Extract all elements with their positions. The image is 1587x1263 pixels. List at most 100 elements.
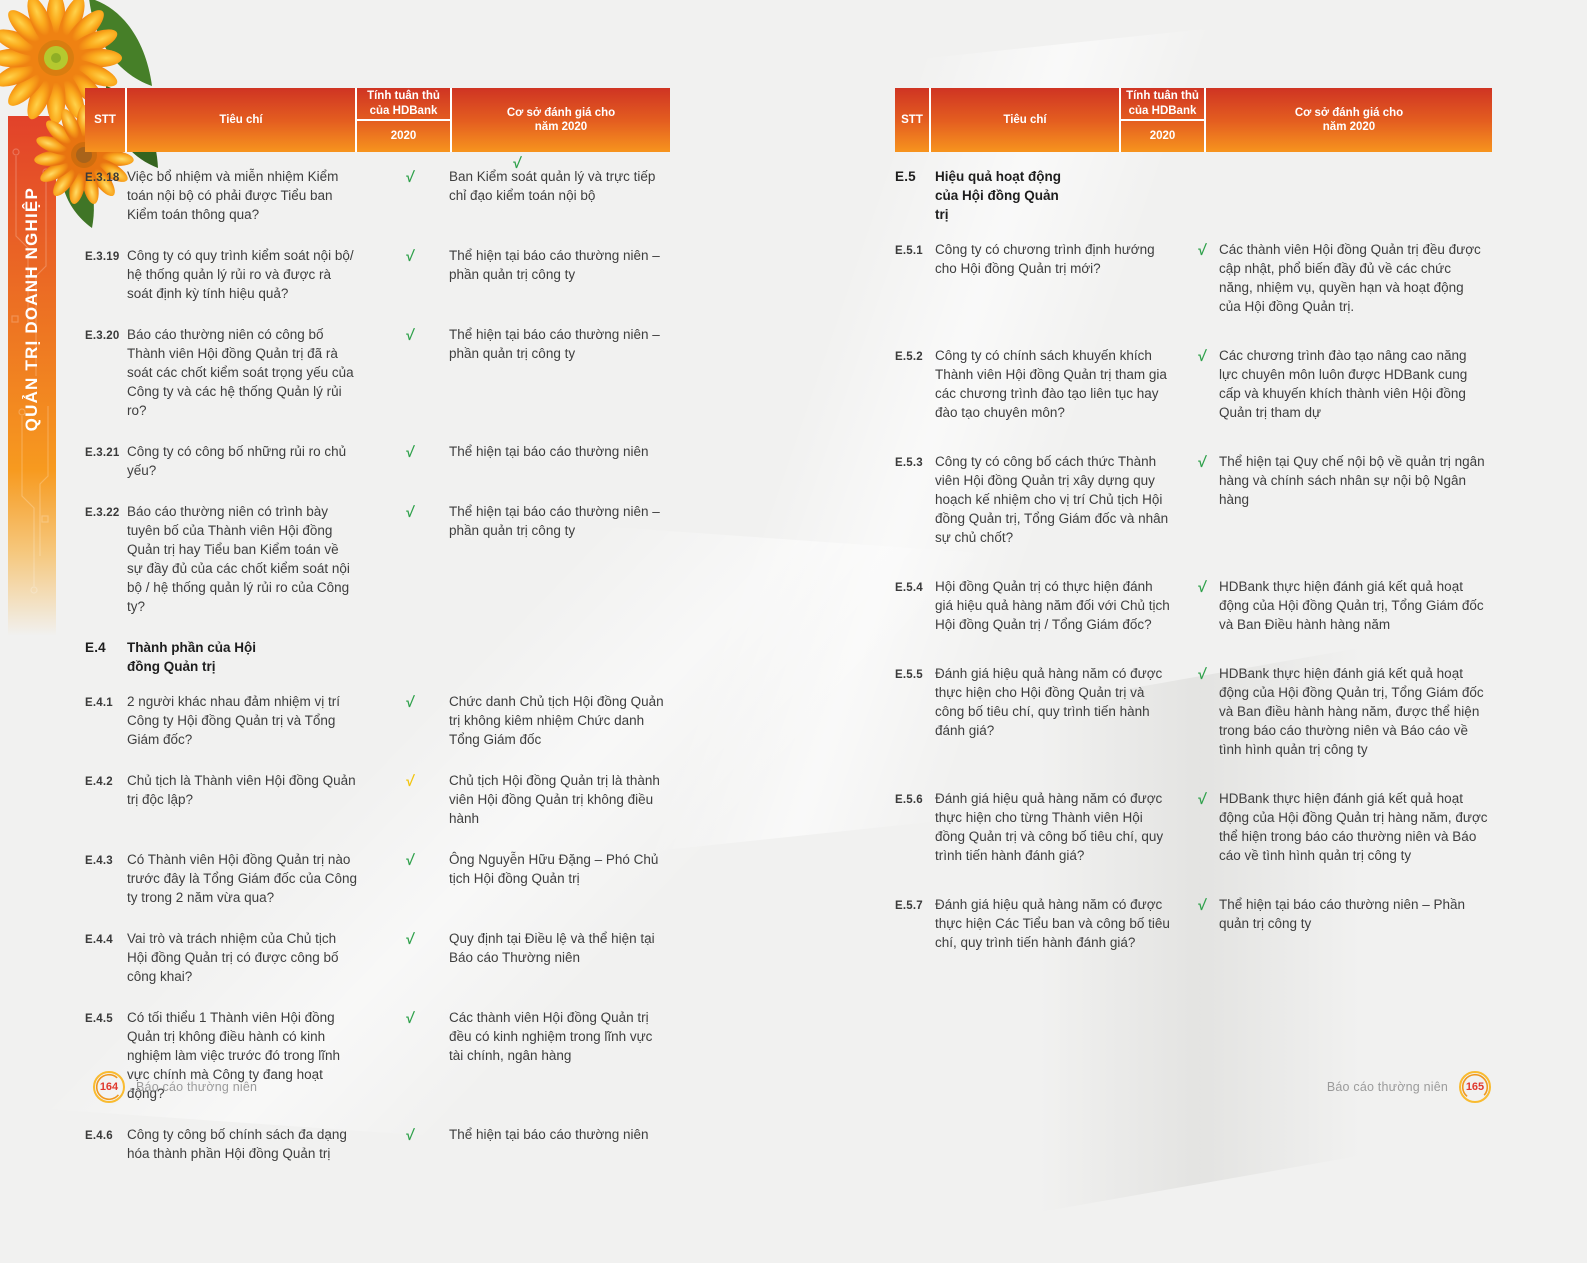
- column-header-basis: Cơ sở đánh giá cho năm 2020: [1206, 88, 1492, 152]
- row-id: E.3.21: [85, 447, 120, 459]
- criteria-text: Vai trò và trách nhiệm của Chủ tịch Hội …: [127, 931, 339, 984]
- table-row: E.3.22 Báo cáo thường niên có trình bày …: [85, 502, 670, 616]
- criteria-text: 2 người khác nhau đảm nhiệm vị trí Công …: [127, 694, 340, 747]
- basis-text: Ban Kiểm soát quản lý và trực tiếp chỉ đ…: [449, 155, 656, 203]
- criteria-text: Hội đồng Quản trị có thực hiện đánh giá …: [935, 579, 1170, 632]
- row-id: E.5.7: [895, 900, 923, 912]
- right-page-footer: Báo cáo thường niên 165: [1180, 1070, 1492, 1104]
- row-id: E.5.2: [895, 351, 923, 363]
- compliance-check-icon: √: [1196, 454, 1208, 471]
- basis-text: HDBank thực hiện đánh giá kết quả hoạt đ…: [1219, 666, 1484, 757]
- compliance-check-icon: √: [1196, 897, 1208, 914]
- compliance-check-icon: √: [404, 169, 416, 186]
- section-title: Hiệu quả hoạt động của Hội đồng Quản trị: [935, 169, 1061, 222]
- section-header-row: E.5 Hiệu quả hoạt động của Hội đồng Quản…: [895, 167, 1492, 224]
- basis-text: Các thành viên Hội đồng Quản trị đều có …: [449, 1010, 653, 1063]
- row-id: E.4.3: [85, 855, 113, 867]
- compliance-header-line2: của HDBank: [369, 104, 438, 117]
- criteria-text: Đánh giá hiệu quả hàng năm có được thực …: [935, 666, 1163, 738]
- criteria-text: Có Thành viên Hội đồng Quản trị nào trướ…: [127, 852, 358, 905]
- page-number-badge: 165: [1458, 1070, 1492, 1104]
- table-row: E.3.21 Công ty có công bố những rủi ro c…: [85, 442, 670, 480]
- table-row: E.4.3 Có Thành viên Hội đồng Quản trị nà…: [85, 850, 670, 907]
- criteria-text: Đánh giá hiệu quả hàng năm có được thực …: [935, 791, 1164, 863]
- compliance-check-icon: √: [1196, 348, 1208, 365]
- compliance-header-line2: của HDBank: [1128, 104, 1197, 117]
- table-header: STT Tiêu chí Tính tuân thủ của HDBank 20…: [85, 88, 670, 152]
- right-page: STT Tiêu chí Tính tuân thủ của HDBank 20…: [895, 88, 1492, 982]
- basis-text: Thể hiện tại báo cáo thường niên: [449, 444, 649, 459]
- table-row: E.3.18 Việc bổ nhiệm và miễn nhiệm Kiểm …: [85, 155, 670, 224]
- row-id: E.4.1: [85, 697, 113, 709]
- compliance-check-icon: √: [1196, 666, 1208, 683]
- criteria-text: Công ty công bố chính sách đa dạng hóa t…: [127, 1127, 347, 1161]
- basis-text: Các chương trình đào tạo nâng cao năng l…: [1219, 348, 1468, 420]
- criteria-text: Việc bổ nhiệm và miễn nhiệm Kiểm toán nộ…: [127, 169, 339, 222]
- compliance-check-icon: √: [404, 327, 416, 344]
- table-body: E.5 Hiệu quả hoạt động của Hội đồng Quản…: [895, 152, 1492, 952]
- row-id: E.4.6: [85, 1130, 113, 1142]
- criteria-text: Công ty có chương trình định hướng cho H…: [935, 242, 1155, 276]
- table-row: E.4.4 Vai trò và trách nhiệm của Chủ tịc…: [85, 929, 670, 986]
- table-row: E.4.6 Công ty công bố chính sách đa dạng…: [85, 1125, 670, 1163]
- table-row: E.5.6 Đánh giá hiệu quả hàng năm có được…: [895, 789, 1492, 865]
- row-id: E.5.5: [895, 669, 923, 681]
- stray-check-mark: √: [512, 155, 523, 172]
- compliance-check-icon: √: [1196, 791, 1208, 808]
- basis-text: HDBank thực hiện đánh giá kết quả hoạt đ…: [1219, 791, 1488, 863]
- table-row: E.4.5 Có tối thiểu 1 Thành viên Hội đồng…: [85, 1008, 670, 1103]
- compliance-check-icon: √: [404, 248, 416, 265]
- left-page: STT Tiêu chí Tính tuân thủ của HDBank 20…: [85, 88, 670, 1185]
- footer-label: Báo cáo thường niên: [136, 1080, 258, 1094]
- table-row: E.5.2 Công ty có chính sách khuyến khích…: [895, 346, 1492, 422]
- compliance-check-icon: √: [404, 931, 416, 948]
- column-header-criteria: Tiêu chí: [931, 88, 1121, 152]
- criteria-text: Báo cáo thường niên có công bố Thành viê…: [127, 327, 354, 418]
- basis-text: Chức danh Chủ tịch Hội đồng Quản trị khô…: [449, 694, 664, 747]
- left-page-footer: 164 Báo cáo thường niên: [92, 1070, 257, 1104]
- table-row: E.5.5 Đánh giá hiệu quả hàng năm có được…: [895, 664, 1492, 759]
- table-row: E.5.1 Công ty có chương trình định hướng…: [895, 240, 1492, 316]
- basis-text: Ông Nguyễn Hữu Đặng – Phó Chủ tịch Hội đ…: [449, 852, 659, 886]
- column-header-basis: Cơ sở đánh giá cho năm 2020: [452, 88, 670, 152]
- row-id: E.5.6: [895, 794, 923, 806]
- page-number: 165: [1465, 1081, 1485, 1093]
- basis-text: HDBank thực hiện đánh giá kết quả hoạt đ…: [1219, 579, 1484, 632]
- badge-rings-icon: [1459, 1071, 1491, 1103]
- criteria-text: Công ty có chính sách khuyến khích Thành…: [935, 348, 1167, 420]
- basis-header-line2: năm 2020: [1322, 121, 1376, 133]
- row-id: E.3.20: [85, 330, 120, 342]
- criteria-text: Công ty có quy trình kiểm soát nội bộ/ h…: [127, 248, 354, 301]
- table-row: E.5.7 Đánh giá hiệu quả hàng năm có được…: [895, 895, 1492, 952]
- table-row: E.4.2 Chủ tịch là Thành viên Hội đồng Qu…: [85, 771, 670, 828]
- criteria-text: Công ty có công bố những rủi ro chủ yếu?: [127, 444, 347, 478]
- basis-text: Thể hiện tại Quy chế nội bộ về quản trị …: [1219, 454, 1485, 507]
- compliance-check-icon: √: [1196, 579, 1208, 596]
- basis-header-line1: Cơ sở đánh giá cho: [506, 106, 616, 119]
- criteria-text: Báo cáo thường niên có trình bày tuyên b…: [127, 504, 350, 614]
- page-number: 164: [99, 1081, 119, 1093]
- basis-text: Thể hiện tại báo cáo thường niên – phần …: [449, 327, 660, 361]
- footer-label: Báo cáo thường niên: [1326, 1080, 1448, 1094]
- compliance-check-icon: √: [404, 504, 416, 521]
- compliance-check-icon: √: [404, 1010, 416, 1027]
- basis-text: Thể hiện tại báo cáo thường niên – Phần …: [1219, 897, 1466, 931]
- column-header-year: 2020: [390, 130, 417, 143]
- circuit-pattern-decoration: [11, 148, 50, 594]
- row-id: E.4.4: [85, 934, 113, 946]
- column-header-compliance: Tính tuân thủ của HDBank 2020: [357, 88, 452, 152]
- section-header-row: E.4 Thành phần của Hội đồng Quản trị: [85, 638, 670, 676]
- row-id: E.3.22: [85, 507, 120, 519]
- compliance-check-icon: √: [404, 694, 416, 711]
- compliance-check-icon: √: [1196, 242, 1208, 259]
- column-header-compliance: Tính tuân thủ của HDBank 2020: [1121, 88, 1206, 152]
- table-row: E.5.4 Hội đồng Quản trị có thực hiện đán…: [895, 577, 1492, 634]
- basis-text: Các thành viên Hội đồng Quản trị đều đượ…: [1219, 242, 1481, 314]
- basis-text: Thể hiện tại báo cáo thường niên – phần …: [449, 248, 660, 282]
- basis-header-line2: năm 2020: [534, 121, 588, 133]
- table-header: STT Tiêu chí Tính tuân thủ của HDBank 20…: [895, 88, 1492, 152]
- column-header-stt: STT: [85, 88, 127, 152]
- table-row: E.4.1 2 người khác nhau đảm nhiệm vị trí…: [85, 692, 670, 749]
- row-id: E.3.18: [85, 172, 120, 184]
